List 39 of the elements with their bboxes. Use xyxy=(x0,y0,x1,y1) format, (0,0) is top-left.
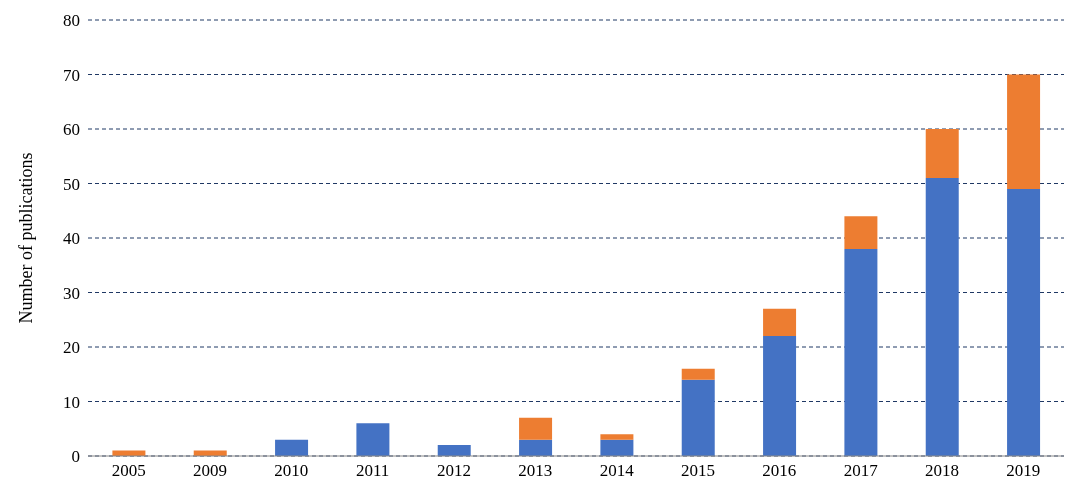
x-tick-label: 2011 xyxy=(355,461,390,481)
y-tick-label: 50 xyxy=(63,174,80,194)
y-tick-label: 60 xyxy=(63,120,80,140)
y-tick-label: 70 xyxy=(63,65,80,85)
bar xyxy=(681,379,715,456)
x-tick-label: 2014 xyxy=(599,461,635,481)
bar xyxy=(1007,74,1041,189)
x-tick-label: 2009 xyxy=(193,461,227,481)
bar xyxy=(925,129,959,179)
x-tick-label: 2013 xyxy=(518,461,553,481)
bar xyxy=(925,178,959,456)
bar xyxy=(600,439,634,456)
y-tick-label: 0 xyxy=(71,447,80,467)
bar xyxy=(763,336,797,456)
y-tick-label: 10 xyxy=(63,392,80,412)
bar xyxy=(844,216,878,249)
y-tick-label: 40 xyxy=(63,229,80,249)
x-tick-label: 2019 xyxy=(1006,461,1041,481)
x-tick-label: 2005 xyxy=(111,461,146,481)
bar xyxy=(681,368,715,380)
bar xyxy=(600,434,634,440)
x-tick-label: 2015 xyxy=(681,461,715,481)
y-axis-title: Number of publications xyxy=(16,152,37,324)
x-tick-label: 2016 xyxy=(762,461,797,481)
bar xyxy=(1007,188,1041,456)
y-tick-label: 80 xyxy=(63,11,80,31)
x-tick-label: 2018 xyxy=(925,461,959,481)
bar xyxy=(356,423,390,456)
bar xyxy=(844,248,878,456)
bar xyxy=(275,439,309,456)
x-tick-label: 2012 xyxy=(437,461,471,481)
x-tick-label: 2010 xyxy=(274,461,309,481)
y-tick-label: 30 xyxy=(63,283,80,303)
bar xyxy=(763,308,797,337)
x-tick-label: 2017 xyxy=(843,461,879,481)
bar xyxy=(519,439,553,456)
bar xyxy=(519,417,553,440)
y-tick-label: 20 xyxy=(63,338,80,358)
bar xyxy=(437,445,471,456)
